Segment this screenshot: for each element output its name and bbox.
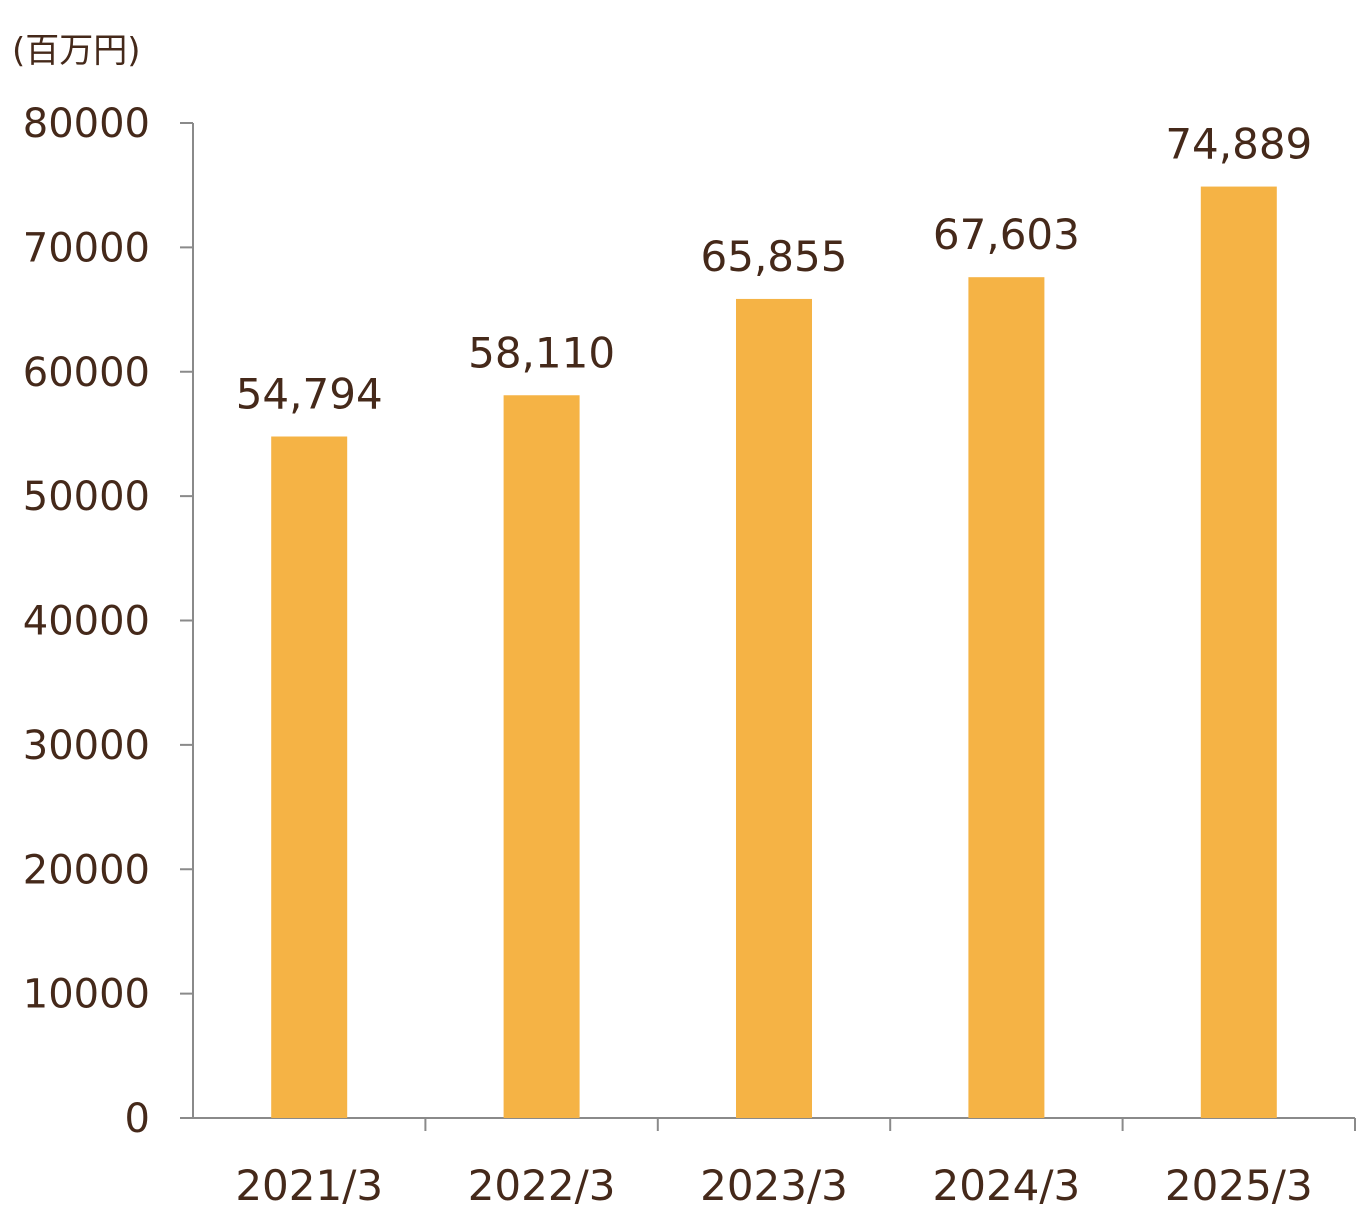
- bar: [968, 277, 1045, 1118]
- y-tick-label: 30000: [23, 723, 150, 769]
- x-tick-label: 2023/3: [700, 1161, 848, 1210]
- data-label: 58,110: [468, 328, 615, 377]
- x-tick-label: 2021/3: [235, 1161, 383, 1210]
- y-tick-label: 10000: [23, 972, 150, 1018]
- x-axis: 2021/3 2022/3 2023/3 2024/3 2025/3: [193, 1117, 1356, 1210]
- data-label: 54,794: [236, 369, 383, 418]
- y-tick-label: 20000: [23, 847, 150, 893]
- x-tick-label: 2025/3: [1165, 1161, 1313, 1210]
- bar: [271, 436, 348, 1118]
- x-tick-label: 2022/3: [468, 1161, 616, 1210]
- y-tick-label: 70000: [23, 225, 150, 271]
- data-label: 74,889: [1165, 120, 1312, 169]
- y-tick-label: 40000: [23, 599, 150, 645]
- y-tick-label: 50000: [23, 474, 150, 520]
- data-label: 65,855: [701, 232, 848, 281]
- bars: 54,794 58,110 65,855 67,603 74,889: [236, 120, 1312, 1119]
- bar: [736, 298, 812, 1118]
- bar: [503, 395, 580, 1119]
- bar: [1200, 186, 1277, 1119]
- x-tick-label: 2024/3: [933, 1161, 1081, 1210]
- y-axis: 0 10000 20000 30000 40000 50000 60000 70000 8000…: [23, 101, 194, 1142]
- y-tick-label: 80000: [23, 101, 150, 147]
- y-tick-label: 60000: [23, 350, 150, 396]
- y-unit-label: (百万円): [12, 31, 141, 71]
- y-tick-label: 0: [125, 1096, 150, 1142]
- data-label: 67,603: [933, 210, 1080, 259]
